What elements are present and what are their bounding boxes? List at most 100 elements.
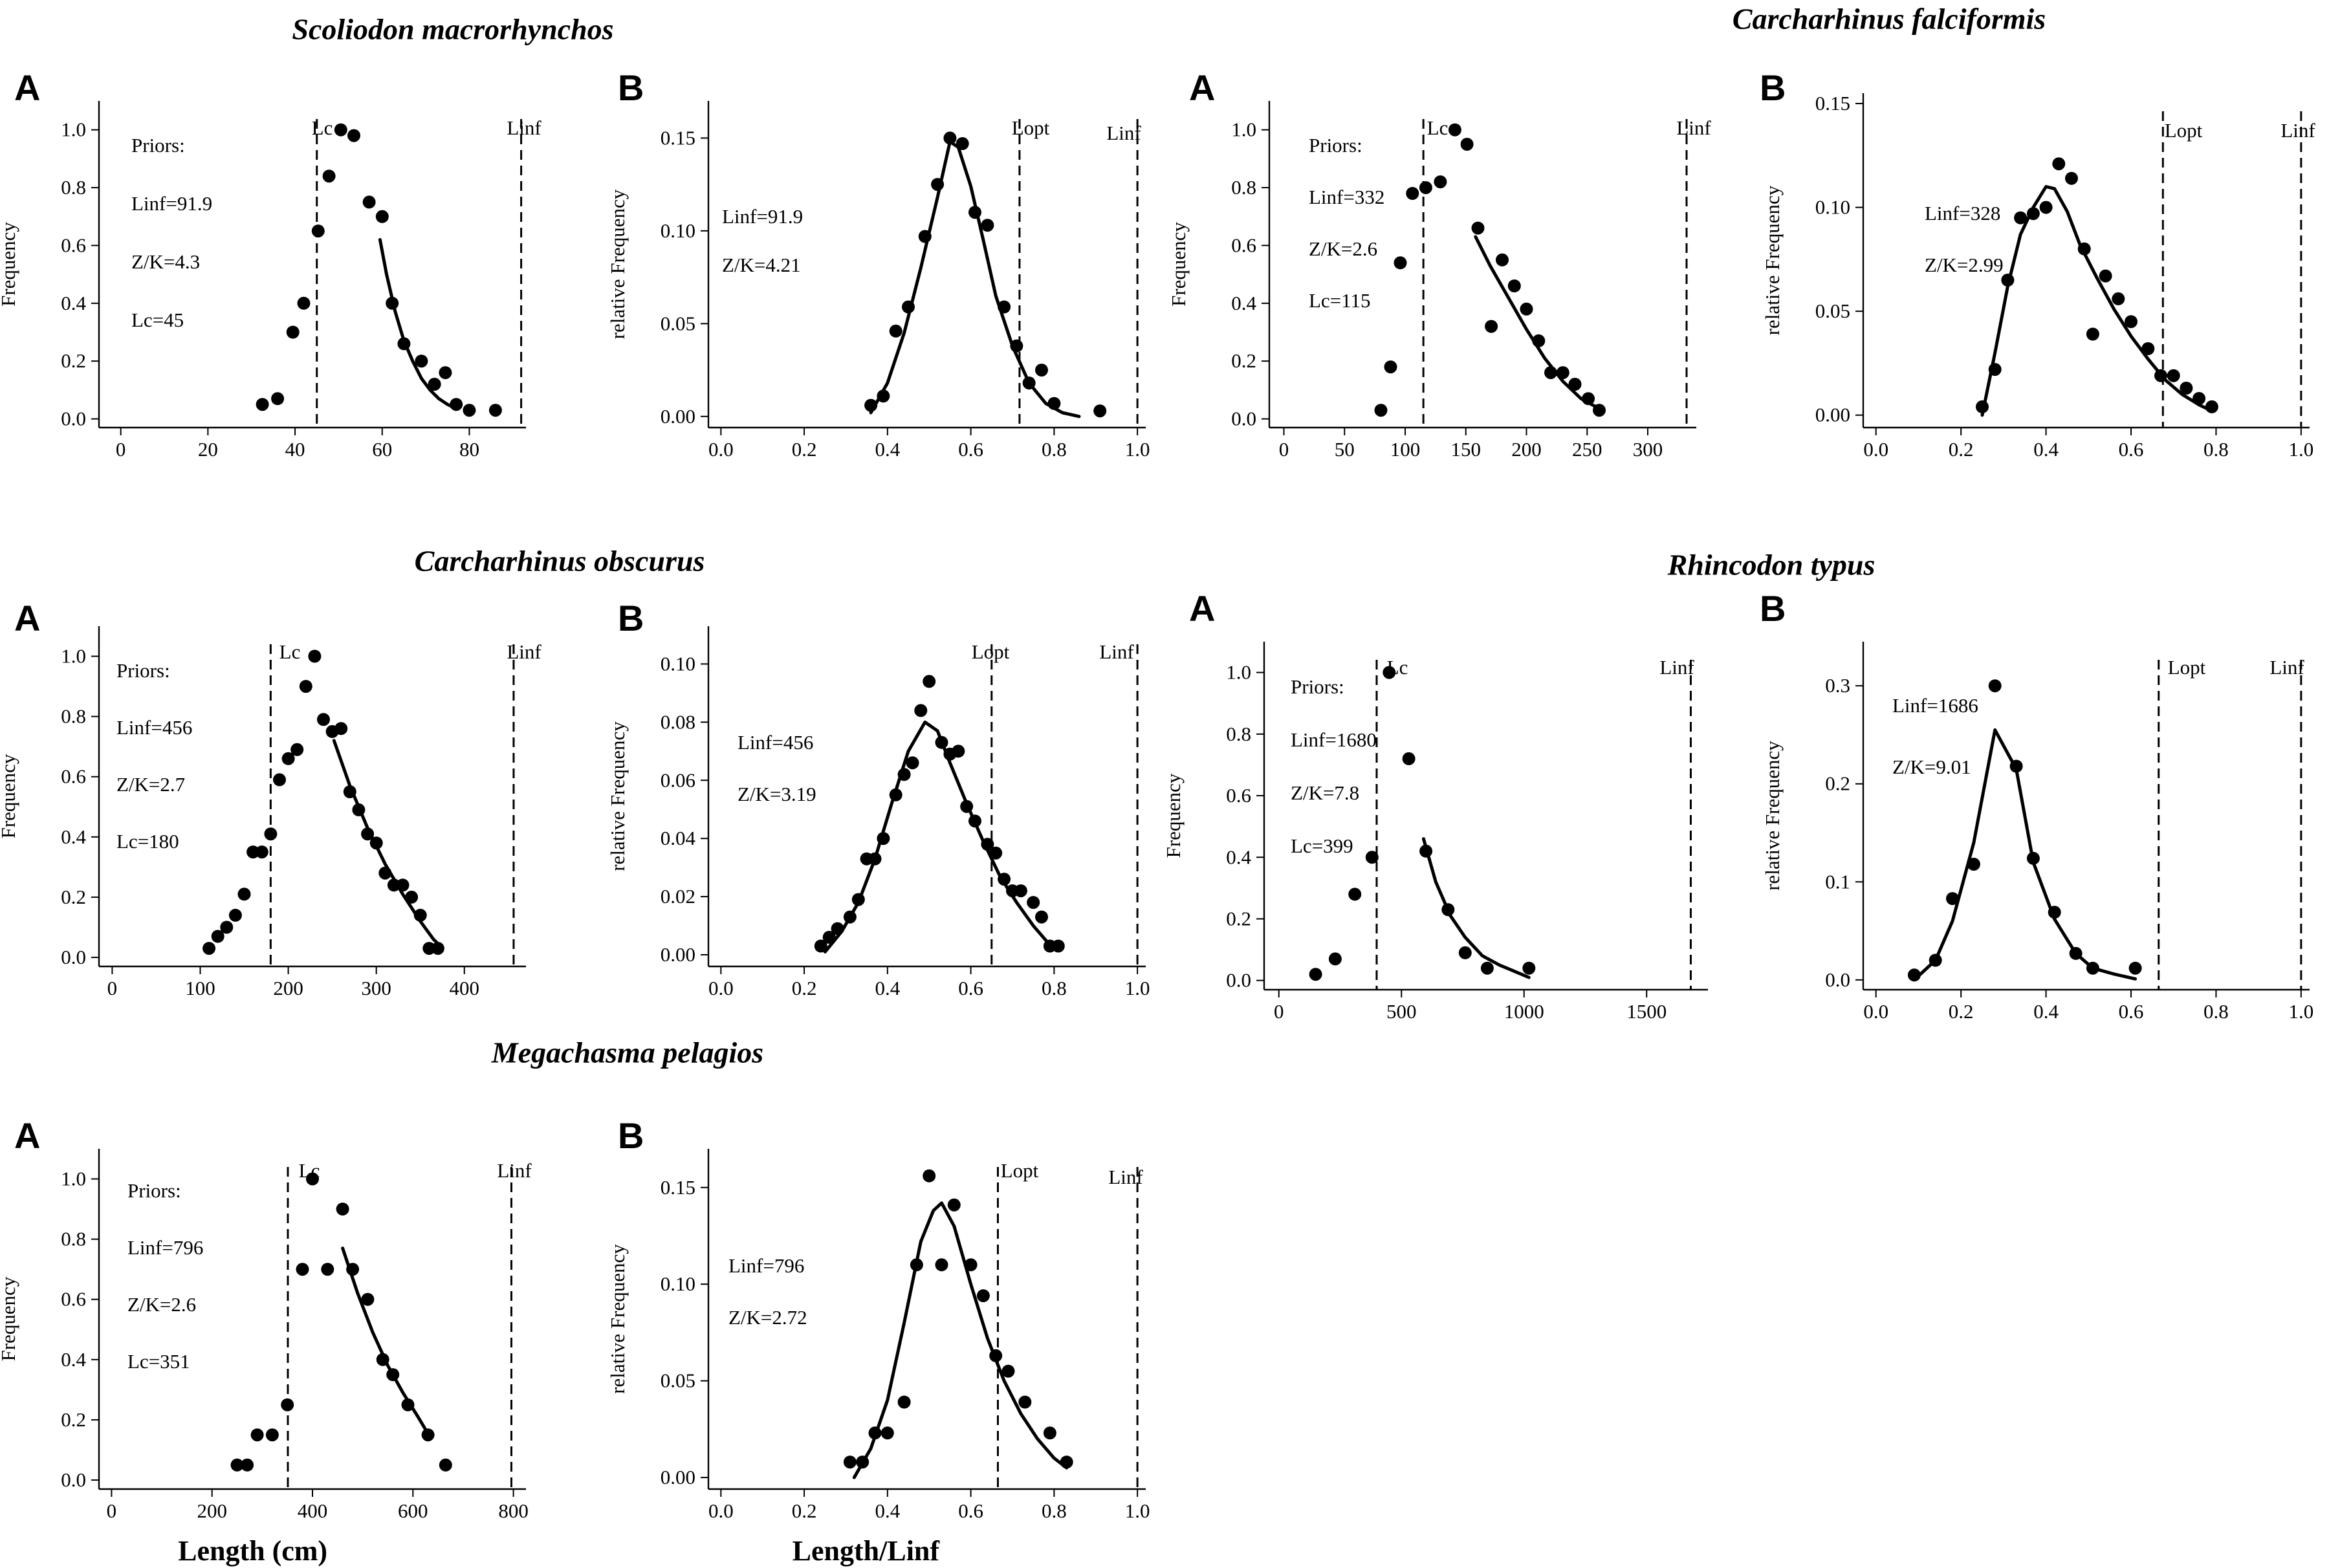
y-axis-label: Frequency: [1167, 222, 1190, 307]
annotation: Linf=456: [738, 731, 813, 754]
data-point: [1419, 181, 1432, 195]
data-point: [889, 788, 902, 801]
panel-letter: B: [618, 1115, 644, 1156]
annotation: Lc=351: [127, 1350, 190, 1373]
x-tick-label: 0.8: [1042, 977, 1067, 999]
data-point: [1365, 851, 1379, 864]
data-point: [2141, 342, 2155, 355]
x-tick-label: 1.0: [2288, 1000, 2313, 1023]
ref-label-linf: Linf: [497, 1159, 532, 1182]
y-axis-label: relative Frequency: [606, 721, 629, 871]
data-point: [1507, 279, 1521, 292]
species-title: Rhincodon typus: [1667, 549, 1875, 582]
y-axis-label: Frequency: [0, 754, 19, 838]
y-tick-label: 0.2: [61, 1408, 86, 1431]
data-point: [1480, 961, 1494, 975]
data-point: [386, 1368, 400, 1382]
data-point: [2099, 269, 2112, 283]
data-point: [1093, 404, 1107, 418]
x-tick-label: 0: [116, 438, 126, 461]
species-group-4: Megachasma pelagios A 0 200 400 600 800 0.0 0.2 0…: [0, 1036, 1150, 1567]
x-tick-label: 0.4: [875, 977, 900, 999]
data-point: [989, 1349, 1003, 1362]
data-point: [361, 827, 375, 841]
data-point: [1328, 952, 1342, 966]
data-point: [960, 800, 974, 813]
data-point: [943, 131, 957, 145]
data-point: [1014, 884, 1027, 898]
y-tick-label: 0.1: [1825, 870, 1850, 893]
data-point: [237, 887, 251, 901]
y-tick-label: 0.0: [61, 946, 86, 968]
x-tick-label: 0.6: [958, 438, 983, 461]
x-tick-label: 1000: [1504, 1000, 1544, 1023]
data-point: [880, 1426, 894, 1440]
y-axis-label: Frequency: [0, 1276, 19, 1361]
ref-label-linf: Linf: [1659, 656, 1694, 679]
ref-label-linf: Linf: [1108, 1166, 1143, 1188]
x-tick-label: 300: [1633, 438, 1663, 461]
species-title: Carcharhinus obscurus: [415, 545, 705, 578]
annotation: Linf=91.9: [722, 205, 803, 228]
data-point: [1309, 968, 1322, 981]
y-tick-label: 0.2: [1825, 772, 1850, 795]
data-point: [286, 325, 300, 339]
y-tick-label: 0.8: [1226, 723, 1251, 745]
data-point: [998, 300, 1011, 314]
data-point: [1568, 378, 1582, 391]
data-point: [981, 838, 994, 851]
annotation: Linf=328: [1925, 202, 2000, 224]
panel-b: B 0.0 0.2 0.4 0.6 0.8 1.0 0.00 0.05 0.10 0.15 relat…: [1760, 67, 2315, 461]
x-tick-label: 80: [459, 438, 479, 461]
data-point: [856, 1455, 869, 1469]
data-point: [1907, 968, 1921, 982]
annotation: Z/K=7.8: [1291, 781, 1359, 804]
x-tick-label: 200: [197, 1499, 227, 1522]
data-point: [1010, 339, 1023, 353]
panel-letter: A: [1189, 67, 1215, 108]
data-point: [488, 404, 502, 417]
data-point: [923, 1169, 936, 1182]
ref-label-linf: Linf: [2280, 119, 2315, 142]
data-point: [211, 930, 224, 943]
y-tick-label: 0.0: [1226, 969, 1251, 992]
data-point: [256, 398, 269, 411]
y-tick-label: 0.06: [661, 768, 695, 791]
data-point: [317, 713, 330, 726]
data-point: [897, 768, 911, 781]
y-tick-label: 1.0: [1231, 118, 1256, 141]
annotation: Lc=180: [116, 830, 179, 853]
data-point: [2001, 274, 2015, 287]
y-tick-label: 0.10: [661, 1272, 695, 1295]
annotation: Linf=796: [127, 1236, 203, 1259]
y-tick-label: 0.2: [61, 349, 86, 372]
x-tick-label: 0.0: [1863, 438, 1888, 461]
data-point: [405, 890, 419, 904]
data-point: [843, 910, 857, 924]
data-point: [1001, 1364, 1015, 1378]
data-point: [2154, 369, 2167, 382]
data-point: [1988, 363, 2002, 376]
y-tick-label: 0.05: [661, 1369, 695, 1392]
data-point: [1441, 903, 1455, 917]
data-point: [250, 1428, 264, 1442]
data-point: [2077, 242, 2091, 256]
y-tick-label: 0.4: [61, 825, 86, 848]
data-point: [1060, 1455, 1073, 1469]
species-group-3: Rhincodon typus A 0 500 1000 1500 0.0 0.2 0.4 0.6…: [1162, 549, 2313, 1023]
annotation: Z/K=9.01: [1892, 756, 1971, 778]
x-tick-label: 0.2: [1949, 1000, 1974, 1023]
data-point: [346, 1263, 360, 1276]
data-point: [311, 224, 325, 238]
data-point: [241, 1458, 254, 1472]
annotation: Linf=1680: [1291, 728, 1377, 751]
data-point: [1022, 376, 1036, 390]
ref-label-lopt: Lopt: [1012, 116, 1050, 139]
y-tick-label: 0.00: [661, 943, 695, 966]
data-point: [1976, 400, 1989, 413]
data-point: [297, 296, 311, 310]
species-title: Megachasma pelagios: [491, 1036, 763, 1069]
data-point: [931, 178, 945, 191]
data-point: [843, 1455, 857, 1469]
x-tick-label: 0.8: [2203, 1000, 2229, 1023]
